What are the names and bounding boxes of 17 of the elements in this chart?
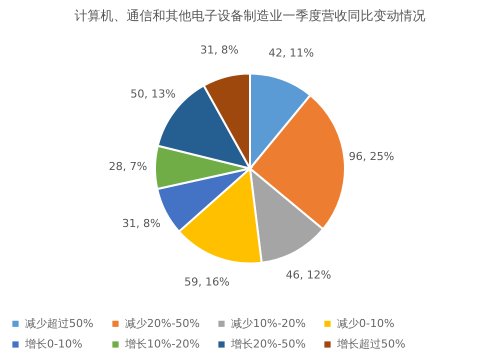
data-label: 31, 8% — [122, 216, 161, 230]
chart-title: 计算机、通信和其他电子设备制造业一季度营收同比变动情况 — [74, 8, 426, 24]
legend-label: 减少超过50% — [25, 316, 94, 330]
data-label: 31, 8% — [200, 43, 239, 56]
data-label: 50, 13% — [130, 87, 176, 100]
data-label: 28, 7% — [108, 160, 148, 173]
data-label: 46, 12% — [286, 268, 332, 282]
legend-label: 增长0-10% — [24, 338, 82, 350]
data-label: 42, 11% — [268, 46, 314, 60]
legend-label: 增长20%-50% — [230, 338, 306, 350]
legend-label: 减少0-10% — [337, 316, 394, 330]
legend-label: 减少20%-50% — [125, 316, 200, 330]
data-label: 59, 16% — [184, 276, 230, 289]
legend-label: 减少10%-20% — [231, 316, 306, 330]
legend-label: 增长10%-20% — [124, 338, 200, 350]
legend-label: 增长超过50% — [336, 338, 406, 350]
data-label: 96, 25% — [348, 150, 394, 164]
